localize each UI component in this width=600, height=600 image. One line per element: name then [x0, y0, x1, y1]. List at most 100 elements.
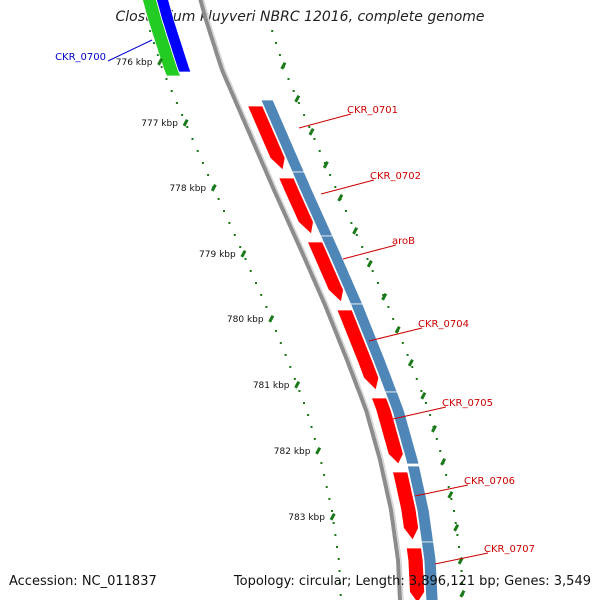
- gene-label-ckr_0706: CKR_0706: [464, 476, 515, 487]
- minor-tick-dot: [387, 306, 390, 308]
- right-tick: [322, 160, 329, 169]
- minor-tick-dot: [458, 546, 460, 548]
- minor-tick-dot: [170, 90, 173, 92]
- scale-tick-label: 780 kbp: [227, 315, 264, 325]
- forward-gene-arrow: [306, 241, 344, 303]
- gene-label-ckr_0705: CKR_0705: [442, 398, 493, 409]
- minor-tick-dot: [249, 270, 252, 272]
- scale-tick-label: 778 kbp: [169, 184, 206, 194]
- minor-tick-dot: [334, 186, 337, 188]
- minor-tick-dot: [186, 126, 189, 128]
- minor-tick-dot: [371, 270, 374, 272]
- minor-tick-dot: [361, 246, 364, 248]
- minor-tick-dot: [265, 306, 268, 308]
- feature-layer: [142, 0, 439, 600]
- backbone-highlight: [202, 0, 404, 600]
- minor-tick-dot: [460, 570, 463, 572]
- minor-tick-dot: [310, 426, 313, 428]
- right-tick: [440, 457, 447, 466]
- right-tick: [431, 424, 437, 433]
- gene-leader-line: [392, 406, 447, 420]
- genome-summary-text: Topology: circular; Length: 3,896,121 bp…: [233, 574, 591, 589]
- minor-tick-dot: [420, 390, 423, 392]
- right-tick: [337, 193, 344, 202]
- minor-tick-dot: [303, 402, 305, 404]
- minor-tick-dot: [207, 174, 210, 176]
- scale-tick-label: 781 kbp: [253, 381, 290, 391]
- minor-tick-dot: [313, 138, 316, 140]
- minor-tick-dot: [345, 210, 347, 212]
- minor-tick-dot: [255, 282, 257, 284]
- gene-label-ckr_0700: CKR_0700: [55, 52, 106, 63]
- minor-tick-dot: [406, 354, 409, 356]
- minor-tick-dot: [260, 294, 263, 296]
- gene-label-ckr_0707: CKR_0707: [484, 544, 535, 555]
- gene-leader-line: [434, 552, 489, 565]
- major-tick: [182, 118, 189, 127]
- right-tick: [381, 292, 388, 301]
- right-tick: [453, 523, 460, 532]
- minor-tick-dot: [382, 294, 385, 296]
- minor-tick-dot: [447, 486, 450, 488]
- right-tick: [366, 259, 373, 268]
- minor-tick-dot: [425, 402, 427, 404]
- minor-tick-dot: [331, 510, 333, 512]
- minor-tick-dot: [181, 114, 184, 116]
- major-tick: [157, 57, 164, 66]
- minor-tick-dot: [439, 450, 442, 452]
- minor-tick-dot: [239, 246, 242, 248]
- minor-tick-dot: [337, 558, 340, 560]
- minor-tick-dot: [191, 138, 194, 140]
- gene-leader-line: [320, 179, 375, 195]
- minor-tick-dot: [415, 378, 418, 380]
- right-tick: [280, 61, 287, 70]
- minor-tick-dot: [392, 318, 395, 320]
- minor-tick-dot: [284, 354, 287, 356]
- right-tick: [407, 358, 414, 367]
- gene-labels: CKR_0700 CKR_0701 CKR_0702 aroB CKR_0704 CKR_…: [55, 39, 535, 565]
- major-tick: [329, 512, 336, 521]
- minor-tick-dot: [323, 474, 326, 476]
- gene-leader-line: [342, 244, 397, 260]
- minor-tick-dot: [323, 162, 326, 164]
- right-tick: [459, 589, 466, 598]
- minor-tick-dot: [338, 570, 341, 572]
- forward-gene-arrow: [336, 309, 380, 391]
- minor-tick-dot: [165, 78, 168, 80]
- minor-tick-dot: [336, 546, 338, 548]
- gene-label-ckr_0702: CKR_0702: [370, 171, 421, 182]
- minor-tick-dot: [329, 174, 332, 176]
- minor-tick-dot: [377, 282, 379, 284]
- minor-tick-dot: [355, 234, 358, 236]
- minor-tick-dot: [332, 522, 335, 524]
- minor-tick-dot: [453, 510, 455, 512]
- gene-leader-line: [414, 484, 469, 497]
- minor-tick-dot: [298, 390, 301, 392]
- minor-tick-dot: [244, 258, 247, 260]
- minor-tick-dot: [445, 474, 448, 476]
- minor-tick-dot: [334, 534, 337, 536]
- minor-tick-dot: [456, 534, 459, 536]
- minor-tick-dot: [350, 222, 353, 224]
- backbone-line: [198, 0, 403, 600]
- minor-tick-dot: [217, 198, 220, 200]
- accession-text: Accession: NC_011837: [9, 574, 157, 589]
- minor-tick-dot: [297, 102, 300, 104]
- gene-leader-line: [368, 327, 423, 342]
- forward-cds-band: [421, 541, 439, 600]
- minor-tick-dot: [201, 162, 204, 164]
- major-tick: [240, 249, 247, 258]
- scale-tick-label: 783 kbp: [288, 513, 325, 523]
- gene-label-ckr_0704: CKR_0704: [418, 319, 469, 330]
- minor-tick-dot: [303, 114, 306, 116]
- forward-gene-arrow: [278, 177, 314, 235]
- minor-tick-dot: [292, 90, 295, 92]
- minor-tick-dot: [196, 150, 199, 152]
- gene-label-arob: aroB: [392, 236, 415, 247]
- minor-tick-dot: [435, 438, 438, 440]
- minor-tick-dot: [149, 30, 152, 32]
- minor-tick-dot: [271, 30, 274, 32]
- minor-tick-dot: [175, 102, 178, 104]
- minor-tick-dot: [279, 342, 282, 344]
- minor-tick-dot: [228, 222, 231, 224]
